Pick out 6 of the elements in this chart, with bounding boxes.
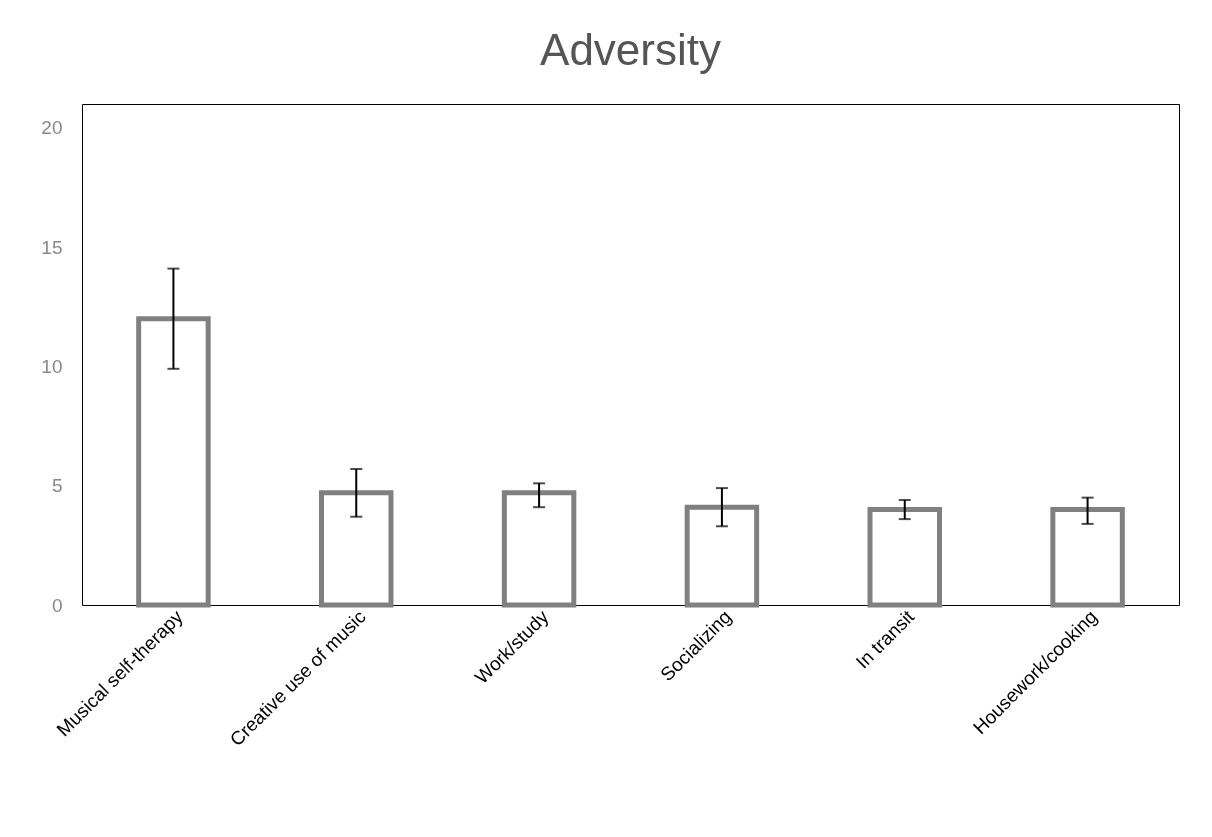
chart-title: Adversity [540, 25, 721, 74]
y-tick-label: 0 [51, 594, 63, 616]
y-tick-label: 15 [41, 236, 63, 258]
y-tick-label: 20 [41, 117, 63, 139]
y-tick-label: 5 [51, 475, 63, 497]
y-tick-label: 10 [41, 355, 63, 377]
